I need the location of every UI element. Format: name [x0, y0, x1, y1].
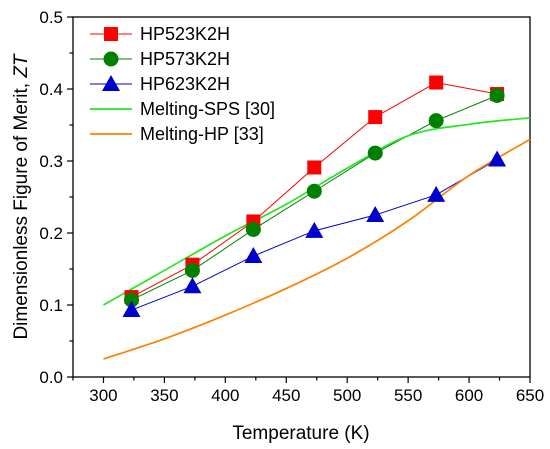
series-line-melting-hp-33 [103, 138, 531, 360]
x-tick-label: 600 [455, 386, 483, 405]
x-tick-label: 450 [272, 386, 300, 405]
series-line-melting-sps-30 [103, 116, 531, 306]
legend-label: Melting-HP [33] [140, 124, 264, 144]
series-markers [122, 75, 507, 318]
y-axis-label: Dimensionless Figure of Merit, ZT [11, 53, 32, 339]
x-tick-labels: 300 350 400 450 500 550 600 650 [89, 386, 544, 405]
data-point-hp623k2h [366, 206, 385, 222]
data-point-hp623k2h [305, 221, 324, 238]
y-tick-label: 0.0 [39, 368, 63, 387]
data-point-hp523k2h [368, 110, 383, 125]
y-tick-label: 0.1 [39, 296, 63, 315]
data-point-hp573k2h [306, 183, 322, 199]
legend-marker [104, 27, 118, 41]
x-tick-label: 300 [89, 386, 117, 405]
legend-label: HP573K2H [140, 49, 230, 69]
legend-marker [102, 75, 120, 91]
data-point-hp623k2h [183, 277, 202, 294]
data-point-hp573k2h [489, 87, 505, 103]
data-point-hp623k2h [488, 150, 507, 167]
x-tick-label: 400 [211, 386, 239, 405]
x-tick-label: 350 [150, 386, 178, 405]
y-tick-label: 0.3 [39, 152, 63, 171]
y-tick-labels: 0.0 0.1 0.2 0.3 0.4 0.5 [39, 8, 63, 387]
x-axis-label: Temperature (K) [232, 423, 369, 444]
data-point-hp523k2h [429, 75, 444, 90]
data-point-hp623k2h [244, 247, 263, 264]
x-tick-label: 550 [394, 386, 422, 405]
legend: HP523K2H HP573K2H HP623K2H Melting-SPS [30]… [90, 24, 275, 144]
y-axis-label-main: Dimensionless Figure of Merit, [11, 78, 32, 340]
x-tick-label: 500 [333, 386, 361, 405]
legend-label: Melting-SPS [30] [140, 99, 275, 119]
data-point-hp573k2h [184, 262, 200, 278]
data-point-hp523k2h [307, 160, 322, 175]
y-tick-label: 0.5 [39, 8, 63, 27]
y-tick-label: 0.4 [39, 80, 63, 99]
data-point-hp573k2h [123, 292, 139, 308]
data-point-hp623k2h [122, 301, 141, 318]
data-point-hp623k2h [427, 185, 446, 202]
legend-marker [103, 51, 119, 67]
y-axis-label-italic: ZT [11, 53, 32, 79]
axis-ticks [67, 16, 531, 383]
data-point-hp573k2h [245, 221, 261, 237]
x-tick-label: 650 [516, 386, 544, 405]
data-point-hp573k2h [367, 145, 383, 161]
data-point-hp573k2h [428, 113, 444, 129]
legend-label: HP623K2H [140, 74, 230, 94]
plot-frame [72, 16, 531, 378]
legend-label: HP523K2H [140, 24, 230, 44]
y-tick-label: 0.2 [39, 224, 63, 243]
